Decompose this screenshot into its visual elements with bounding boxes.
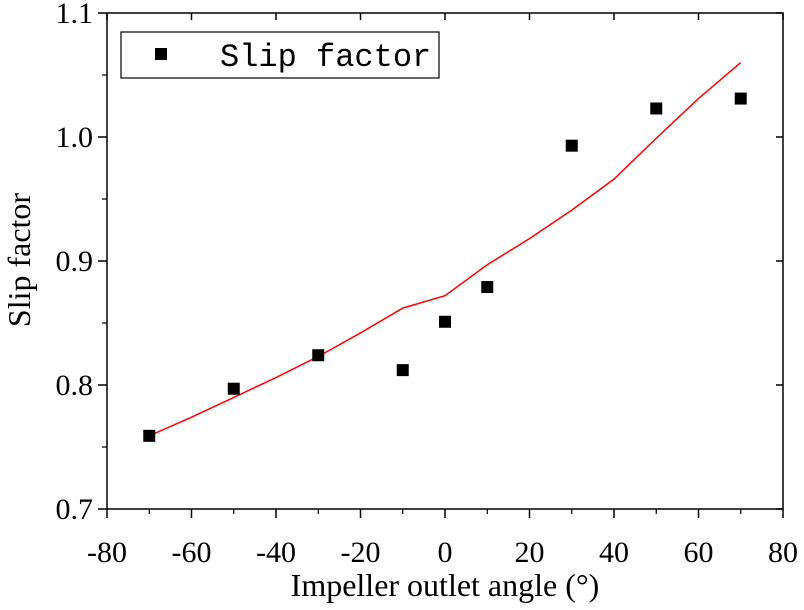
x-tick-label: -40 [256, 536, 296, 569]
x-tick-labels: -80 -60 -40 -20 0 20 40 60 80 [87, 536, 798, 569]
legend-label: Slip factor [220, 39, 431, 76]
legend: Slip factor [120, 31, 440, 79]
data-point [396, 364, 409, 377]
y-tick-label: 1.0 [56, 121, 94, 154]
x-axis-label: Impeller outlet angle (°) [291, 567, 600, 603]
y-axis-label: Slip factor [1, 193, 37, 328]
data-point [439, 315, 451, 328]
data-point [481, 281, 494, 294]
legend-marker [155, 48, 167, 60]
y-tick-labels: 0.7 0.8 0.9 1.0 1.1 [56, 0, 94, 526]
x-tick-label: 40 [599, 536, 629, 569]
axis-ticks [98, 12, 784, 518]
y-tick-label: 0.8 [56, 369, 94, 402]
data-point [312, 349, 325, 362]
data-points [143, 92, 747, 442]
x-tick-label: 60 [684, 536, 714, 569]
x-tick-label: 20 [515, 536, 545, 569]
y-tick-label: 0.7 [56, 493, 94, 526]
x-tick-label: -60 [172, 536, 212, 569]
fit-curve [148, 62, 742, 437]
x-tick-label: -20 [341, 536, 381, 569]
x-tick-label: -80 [87, 536, 127, 569]
data-point [734, 92, 747, 105]
x-tick-label: 0 [438, 536, 453, 569]
data-point [143, 429, 156, 442]
x-tick-label: 80 [768, 536, 798, 569]
y-tick-label: 0.9 [56, 245, 94, 278]
legend-box [120, 31, 440, 79]
data-point [565, 139, 578, 152]
data-point [650, 102, 663, 115]
y-tick-label: 1.1 [56, 0, 94, 30]
data-point [227, 382, 240, 395]
